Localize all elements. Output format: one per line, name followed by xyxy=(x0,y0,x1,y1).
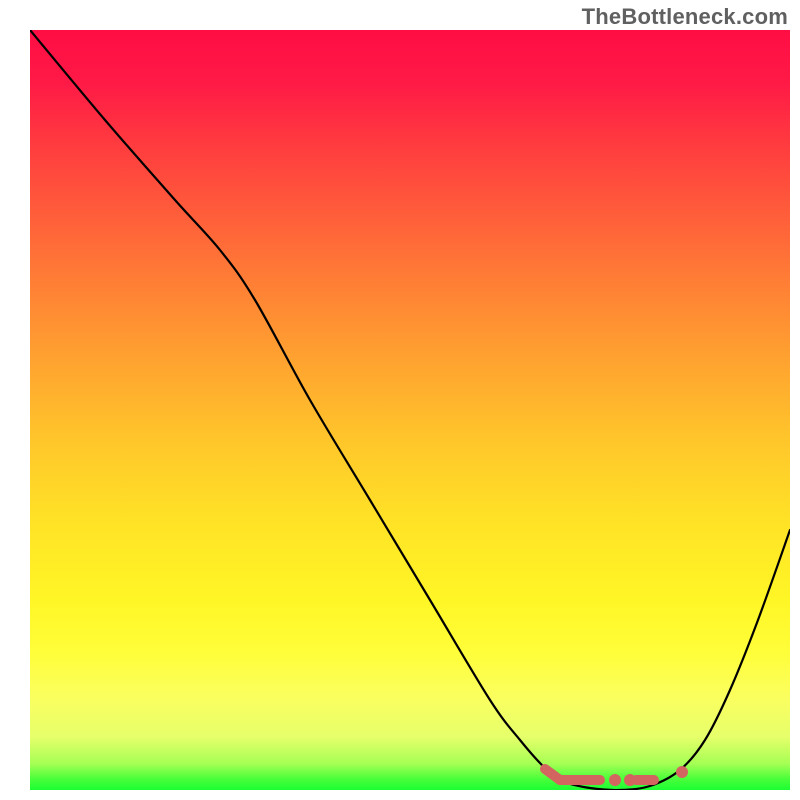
gradient-background xyxy=(30,30,790,790)
chart-container: TheBottleneck.com xyxy=(0,0,800,800)
watermark-text: TheBottleneck.com xyxy=(582,4,788,30)
bottleneck-curve-chart xyxy=(0,0,800,800)
